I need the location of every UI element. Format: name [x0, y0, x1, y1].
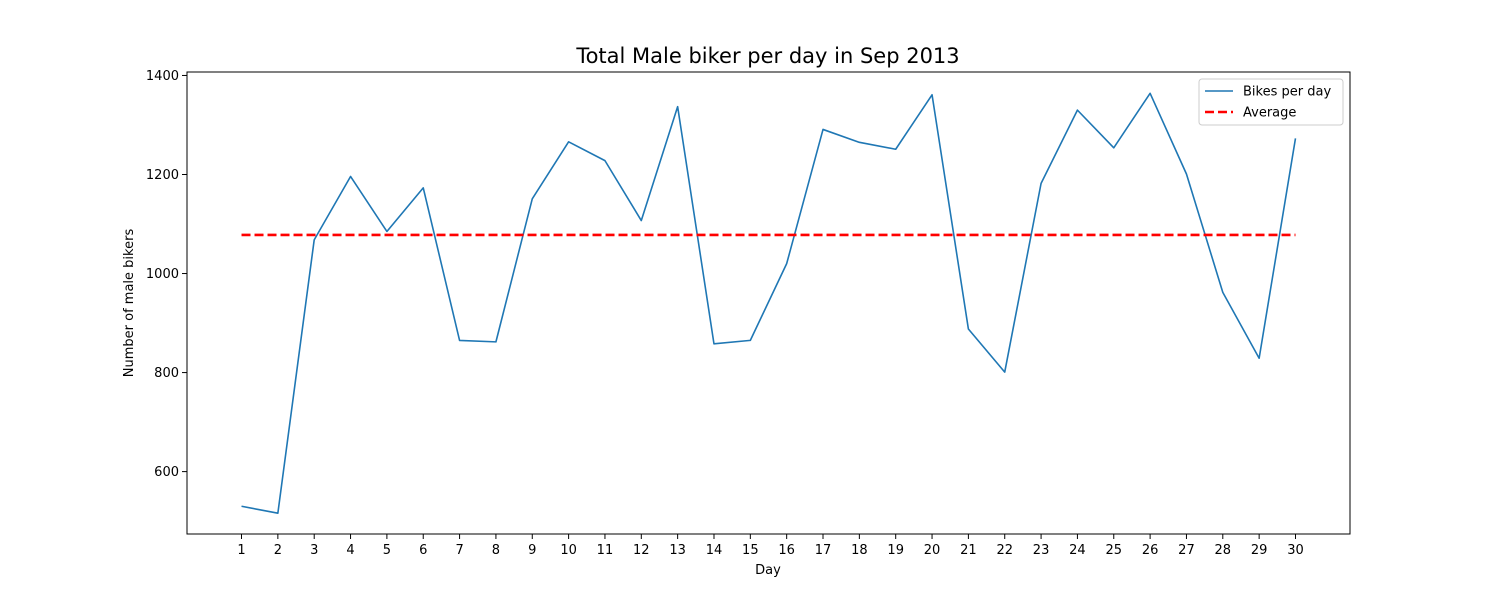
y-tick-label: 1000 [146, 267, 179, 282]
x-tick-label: 6 [419, 543, 427, 558]
x-tick-label: 10 [560, 543, 577, 558]
data-point [421, 186, 425, 190]
data-point [857, 140, 861, 144]
legend-box [1198, 78, 1344, 126]
x-tick-label: 2 [274, 543, 282, 558]
chart-title: Total Male biker per day in Sep 2013 [575, 44, 959, 68]
legend-label: Average [1243, 106, 1296, 121]
plot-frame [186, 71, 1351, 535]
x-tick-label: 17 [815, 543, 832, 558]
x-tick-label: 14 [706, 543, 723, 558]
legend: Bikes per day Average [1198, 78, 1344, 126]
x-tick-label: 27 [1178, 543, 1195, 558]
x-tick-label: 19 [887, 543, 904, 558]
series-line-1 [241, 92, 1297, 515]
x-tick-label: 15 [742, 543, 759, 558]
x-tick-label: 16 [778, 543, 795, 558]
data-point [1075, 108, 1079, 112]
y-tick-label: 1200 [146, 168, 179, 183]
data-point [1257, 356, 1261, 360]
x-tick-label: 18 [851, 543, 868, 558]
y-axis-label: Number of male bikers [122, 229, 137, 378]
data-point [1112, 146, 1116, 150]
x-tick-label: 26 [1142, 543, 1159, 558]
data-point [494, 340, 498, 344]
x-tick-label: 20 [924, 543, 941, 558]
y-tick-label: 800 [154, 366, 179, 381]
x-tick-label: 7 [455, 543, 463, 558]
data-point [530, 197, 534, 201]
data-point [676, 105, 680, 109]
data-point [1148, 91, 1152, 95]
data-point [966, 327, 970, 331]
data-point [603, 159, 607, 163]
x-tick-label: 1 [237, 543, 245, 558]
data-point [567, 140, 571, 144]
data-point [458, 338, 462, 342]
x-tick-label: 21 [960, 543, 977, 558]
x-tick-label: 11 [597, 543, 614, 558]
y-tick-label: 600 [154, 465, 179, 480]
data-point [385, 229, 389, 233]
data-point [894, 147, 898, 151]
data-point [349, 174, 353, 178]
data-point [1184, 172, 1188, 176]
data-point [1293, 136, 1297, 140]
x-axis-label: Day [755, 563, 781, 578]
x-tick-label: 9 [528, 543, 536, 558]
x-tick-label: 22 [996, 543, 1013, 558]
x-tick-label: 23 [1033, 543, 1050, 558]
x-tick-label: 8 [492, 543, 500, 558]
x-tick-label: 5 [383, 543, 391, 558]
x-tick-label: 29 [1251, 543, 1268, 558]
y-tick-label: 1400 [146, 69, 179, 84]
data-point [1039, 181, 1043, 185]
data-point [312, 238, 316, 242]
x-tick-label: 4 [346, 543, 354, 558]
x-tick-label: 3 [310, 543, 318, 558]
x-tick-label: 25 [1105, 543, 1122, 558]
data-point [785, 262, 789, 266]
data-point [639, 219, 643, 223]
data-point [1003, 370, 1007, 374]
plot-area: 1 2 3 4 5 6 7 8 9 10 11 12 13 14 15 16 17 18 19 20 21 22 23 24 2… [146, 69, 1351, 558]
x-tick-label: 30 [1287, 543, 1304, 558]
data-point [240, 504, 244, 508]
data-point [712, 342, 716, 346]
x-tick-label: 28 [1215, 543, 1232, 558]
data-point [276, 511, 280, 515]
data-point [1221, 290, 1225, 294]
x-tick-label: 24 [1069, 543, 1086, 558]
data-point [748, 338, 752, 342]
data-point [930, 93, 934, 97]
x-tick-label: 12 [633, 543, 650, 558]
data-point [821, 127, 825, 131]
x-tick-label: 13 [669, 543, 686, 558]
legend-label: Bikes per day [1243, 85, 1331, 100]
